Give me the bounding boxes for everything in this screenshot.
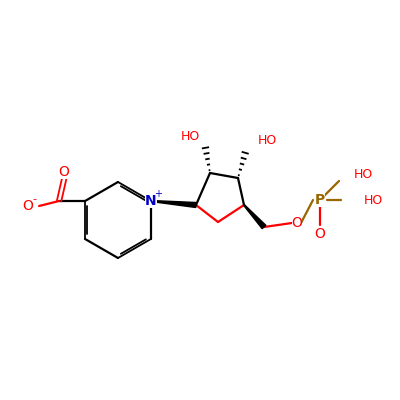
Text: O: O xyxy=(59,165,70,179)
Text: -: - xyxy=(32,194,36,204)
Text: +: + xyxy=(154,189,162,199)
Polygon shape xyxy=(151,200,196,208)
Text: O: O xyxy=(23,199,34,213)
Text: O: O xyxy=(292,216,302,230)
Text: HO: HO xyxy=(258,134,277,148)
Text: HO: HO xyxy=(354,168,373,180)
Polygon shape xyxy=(244,205,266,229)
Text: HO: HO xyxy=(181,130,200,142)
Text: HO: HO xyxy=(364,194,383,206)
Text: P: P xyxy=(315,193,325,207)
Text: N: N xyxy=(145,194,157,208)
Text: O: O xyxy=(314,227,326,241)
